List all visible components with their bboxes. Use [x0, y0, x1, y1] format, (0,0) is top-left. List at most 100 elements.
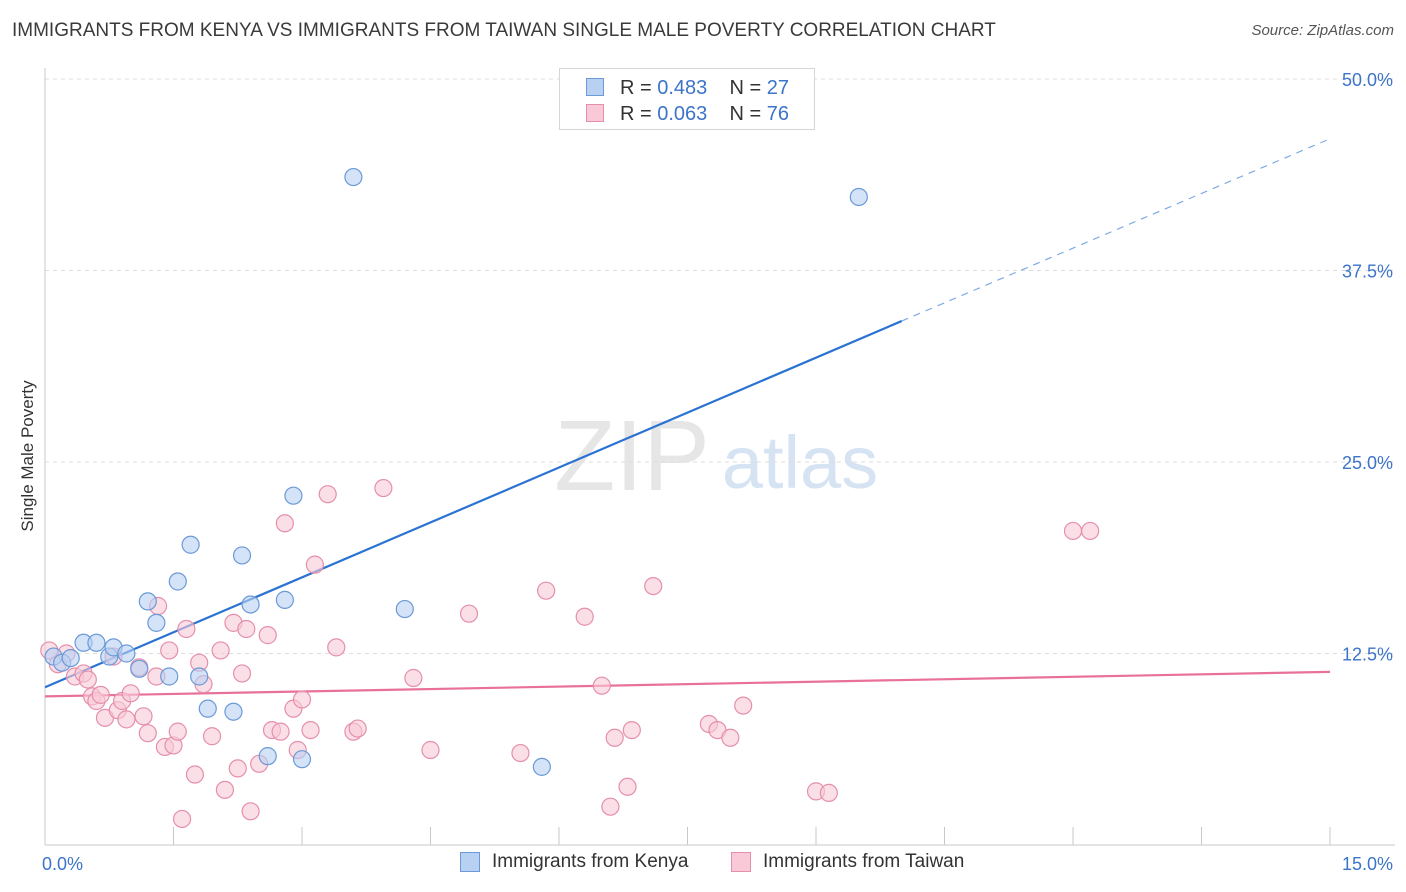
kenya-point: [130, 659, 149, 678]
taiwan-point: [327, 638, 346, 657]
taiwan-r-label: R =: [620, 102, 658, 125]
kenya-point: [258, 747, 277, 766]
taiwan-point: [121, 684, 140, 703]
kenya-point: [284, 486, 303, 505]
taiwan-point: [819, 783, 838, 803]
taiwan-n-label: N =: [729, 102, 767, 125]
kenya-point: [87, 633, 106, 652]
taiwan-point: [160, 641, 179, 660]
taiwan-point: [275, 514, 294, 533]
watermark: ZIP atlas: [554, 400, 878, 512]
taiwan-point: [605, 728, 624, 747]
taiwan-point: [1063, 521, 1083, 541]
taiwan-point: [117, 710, 136, 729]
taiwan-point: [292, 690, 312, 709]
kenya-point: [117, 644, 136, 663]
kenya-point: [395, 599, 414, 619]
y-tick-label: 37.5%: [1342, 262, 1393, 282]
kenya-n-label: N =: [729, 76, 767, 99]
taiwan-legend-swatch: [731, 852, 751, 872]
taiwan-point: [734, 696, 753, 715]
taiwan-point: [721, 728, 740, 747]
data-points: [40, 167, 1100, 829]
taiwan-point: [258, 626, 277, 645]
kenya-n-value: 27: [766, 76, 790, 99]
x-tick-label: 0.0%: [42, 854, 83, 874]
taiwan-point: [237, 619, 256, 639]
chart-title: IMMIGRANTS FROM KENYA VS IMMIGRANTS FROM…: [12, 20, 996, 41]
source-label: Source: ZipAtlas.com: [1251, 22, 1394, 39]
taiwan-point: [537, 581, 556, 600]
taiwan-point: [421, 740, 440, 760]
kenya-point: [232, 546, 252, 565]
taiwan-point: [211, 641, 230, 660]
taiwan-point: [172, 809, 192, 829]
taiwan-point: [134, 707, 153, 726]
taiwan-point: [305, 555, 324, 574]
y-tick-label: 12.5%: [1342, 645, 1393, 665]
taiwan-point: [241, 802, 260, 821]
taiwan-point: [374, 478, 393, 498]
kenya-point: [181, 535, 200, 554]
watermark-zip: ZIP: [554, 400, 710, 512]
taiwan-point: [202, 727, 222, 746]
taiwan-point: [404, 668, 423, 688]
kenya-point: [198, 699, 217, 718]
taiwan-point: [185, 765, 205, 784]
legend-row-taiwan: R = 0.063 N = 76: [586, 102, 790, 126]
y-tick-label: 50.0%: [1342, 70, 1393, 90]
kenya-trend-line: [44, 320, 903, 689]
kenya-legend-label: Immigrants from Kenya: [492, 851, 689, 872]
taiwan-point: [177, 619, 196, 639]
tick-labels: 12.5% 25.0% 37.5% 50.0% 0.0% 15.0%: [42, 70, 1393, 874]
kenya-point: [138, 592, 157, 611]
legend-item-kenya[interactable]: Immigrants from Kenya: [460, 851, 688, 873]
taiwan-point: [301, 720, 320, 740]
kenya-point: [224, 702, 243, 721]
taiwan-point: [618, 777, 637, 796]
taiwan-point: [232, 664, 252, 683]
taiwan-trend-line: [44, 670, 1331, 698]
taiwan-point: [318, 485, 337, 504]
taiwan-swatch: [586, 104, 604, 122]
taiwan-r-value: 0.063: [657, 102, 708, 125]
taiwan-point: [459, 604, 479, 623]
taiwan-legend-label: Immigrants from Taiwan: [763, 851, 965, 872]
taiwan-point: [592, 676, 611, 695]
kenya-point: [160, 667, 179, 686]
x-tick-label: 15.0%: [1342, 854, 1393, 874]
kenya-swatch: [586, 78, 604, 96]
kenya-trend-extension: [901, 138, 1331, 322]
taiwan-point: [622, 720, 641, 740]
series-legend: Immigrants from Kenya Immigrants from Ta…: [0, 851, 1406, 877]
taiwan-point: [228, 759, 247, 778]
kenya-point: [190, 667, 209, 686]
taiwan-n-value: 76: [766, 102, 790, 125]
kenya-point: [849, 187, 868, 207]
taiwan-point: [215, 780, 234, 799]
kenya-legend-swatch: [460, 852, 480, 872]
taiwan-point: [575, 607, 594, 626]
correlation-legend: R = 0.483 N = 27 R = 0.063 N = 76: [559, 68, 815, 130]
kenya-point: [292, 750, 312, 769]
taiwan-point: [91, 685, 110, 704]
axes: [44, 68, 1395, 846]
legend-row-kenya: R = 0.483 N = 27: [586, 76, 790, 100]
taiwan-point: [168, 722, 187, 741]
legend-item-taiwan[interactable]: Immigrants from Taiwan: [731, 851, 964, 873]
y-tick-label: 25.0%: [1342, 453, 1393, 473]
taiwan-point: [1081, 521, 1100, 541]
kenya-r-value: 0.483: [657, 76, 708, 99]
taiwan-point: [348, 719, 367, 738]
grid-lines: [45, 78, 1395, 654]
kenya-point: [61, 648, 80, 668]
taiwan-point: [644, 576, 663, 596]
kenya-point: [147, 613, 166, 632]
taiwan-point: [78, 670, 97, 689]
kenya-point: [168, 572, 187, 591]
taiwan-point: [138, 724, 157, 743]
kenya-point: [275, 590, 294, 609]
taiwan-point: [601, 797, 620, 816]
taiwan-point: [511, 743, 530, 763]
